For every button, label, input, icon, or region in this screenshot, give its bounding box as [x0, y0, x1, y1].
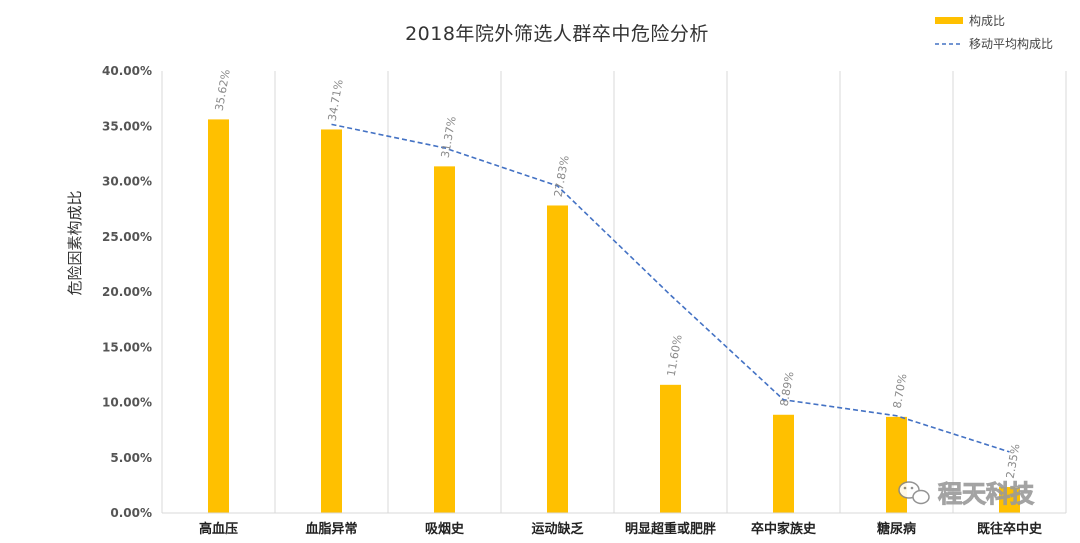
y-tick-label: 35.00% [102, 119, 152, 133]
y-tick-label: 30.00% [102, 175, 152, 189]
data-label: 35.62% [213, 68, 233, 112]
legend: 构成比 移动平均构成比 [935, 13, 1053, 51]
bar [321, 129, 342, 513]
bar [886, 416, 907, 513]
y-axis-label: 危险因素构成比 [66, 190, 84, 295]
bar [660, 384, 681, 513]
x-axis-ticks: 高血压 血脂异常 吸烟史 运动缺乏 明显超重或肥胖 卒中家族史 糖尿病 既往卒中史 [199, 521, 1043, 537]
x-tick-label: 明显超重或肥胖 [625, 521, 716, 537]
y-tick-label: 20.00% [102, 285, 152, 299]
y-tick-label: 10.00% [102, 396, 152, 410]
bar [773, 414, 794, 513]
y-tick-label: 0.00% [110, 506, 152, 520]
chart-title: 2018年院外筛选人群卒中危险分析 [405, 23, 709, 45]
x-tick-label: 吸烟史 [425, 521, 465, 537]
x-tick-label: 运动缺乏 [531, 521, 583, 537]
data-label: 34.71% [326, 78, 346, 122]
y-tick-label: 5.00% [110, 451, 152, 465]
x-tick-label: 糖尿病 [877, 521, 916, 537]
x-tick-label: 高血压 [199, 521, 238, 537]
data-label: 11.60% [665, 334, 685, 378]
bar [208, 119, 229, 514]
watermark: 程天科技 [898, 480, 1035, 509]
data-label: 8.89% [778, 371, 797, 408]
moving-average-series [331, 123, 1010, 453]
legend-swatch-bar [935, 17, 963, 24]
bar [434, 166, 455, 513]
data-label: 8.70% [891, 373, 910, 410]
data-label: 2.35% [1004, 443, 1023, 480]
x-tick-label: 血脂异常 [305, 521, 357, 537]
bar [999, 487, 1020, 513]
wechat-icon [898, 481, 930, 505]
data-label: 31.37% [439, 115, 459, 159]
y-axis-ticks: 0.00% 5.00% 10.00% 15.00% 20.00% 25.00% 30.00%… [102, 64, 152, 520]
x-tick-label: 卒中家族史 [751, 521, 817, 537]
y-tick-label: 40.00% [102, 64, 152, 78]
watermark-text: 程天科技 [938, 480, 1035, 508]
y-tick-label: 25.00% [102, 230, 152, 244]
x-tick-label: 既往卒中史 [977, 521, 1043, 537]
y-tick-label: 15.00% [102, 340, 152, 354]
data-label: 27.83% [552, 154, 572, 198]
bar [547, 205, 568, 513]
legend-label-line: 移动平均构成比 [969, 36, 1053, 51]
moving-average-line [331, 123, 1010, 453]
legend-label-bar: 构成比 [969, 13, 1005, 28]
bar-series [208, 119, 1020, 514]
gridlines [161, 71, 1067, 513]
